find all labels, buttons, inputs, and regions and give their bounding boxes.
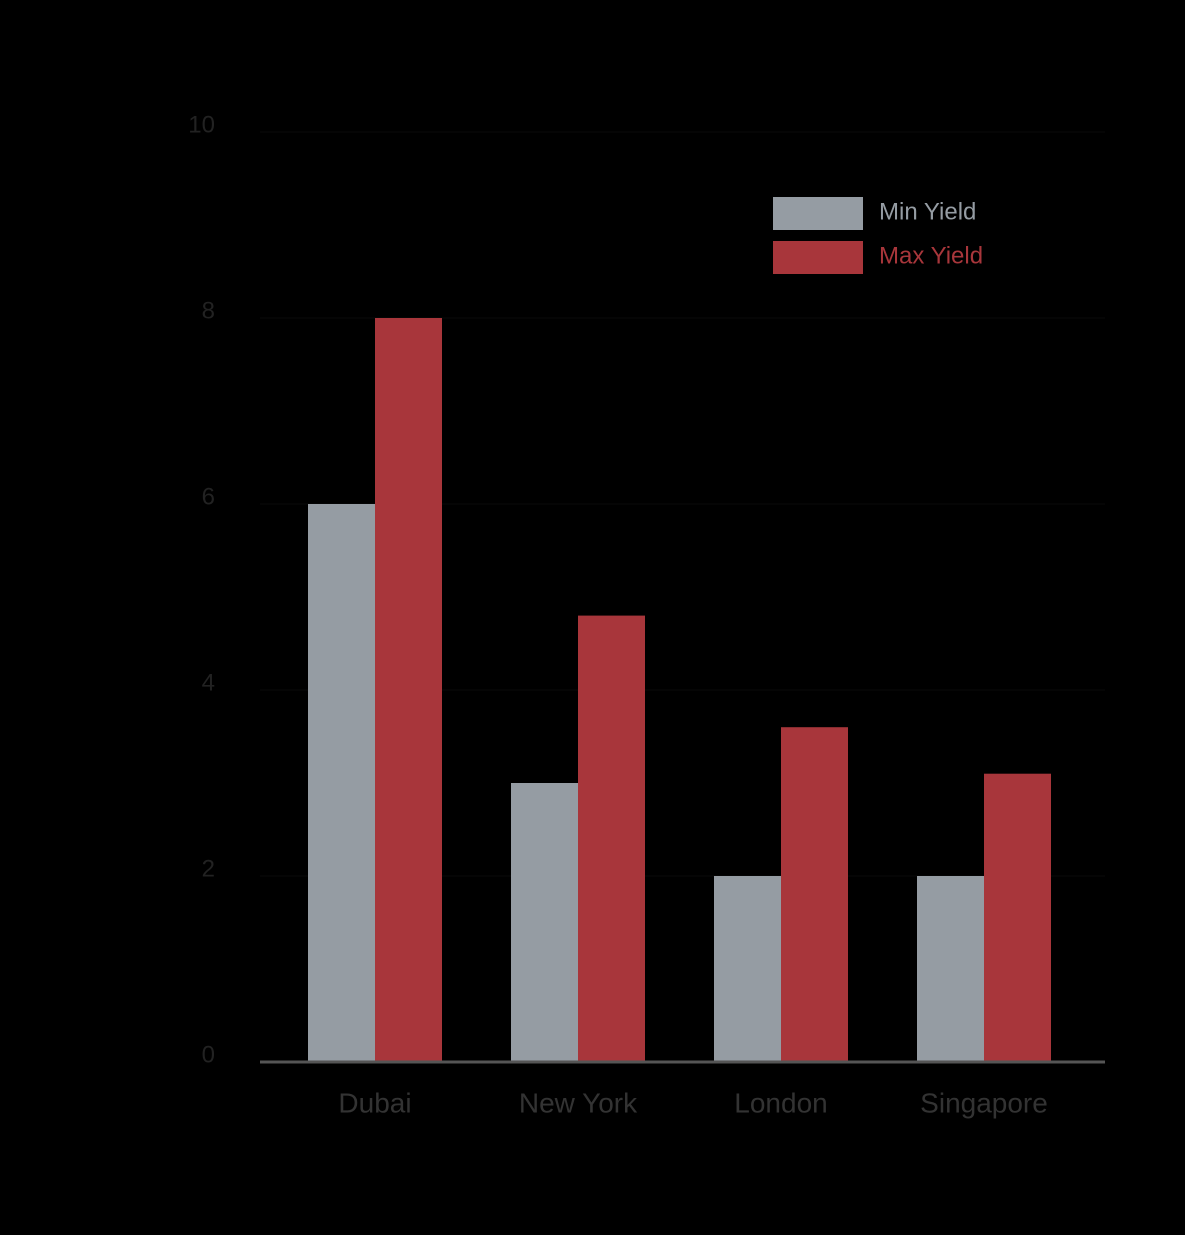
legend-swatch [773,241,863,274]
legend-label: Max Yield [879,242,983,269]
bar [578,615,645,1062]
legend-label: Min Yield [879,198,976,225]
bar [511,783,578,1062]
y-tick-label: 4 [202,669,215,696]
bar [714,876,781,1062]
y-tick-label: 6 [202,483,215,510]
bar [984,773,1051,1062]
bar [917,876,984,1062]
bar [781,727,848,1062]
legend-swatch [773,197,863,230]
y-tick-label: 0 [202,1041,215,1068]
y-tick-label: 2 [202,855,215,882]
x-tick-label: New York [519,1087,638,1118]
x-tick-label: London [734,1087,827,1118]
x-tick-label: Dubai [338,1087,411,1118]
y-tick-label: 10 [188,111,215,138]
bar [308,504,375,1062]
y-tick-label: 8 [202,297,215,324]
x-tick-label: Singapore [920,1087,1048,1118]
bar [375,318,442,1062]
